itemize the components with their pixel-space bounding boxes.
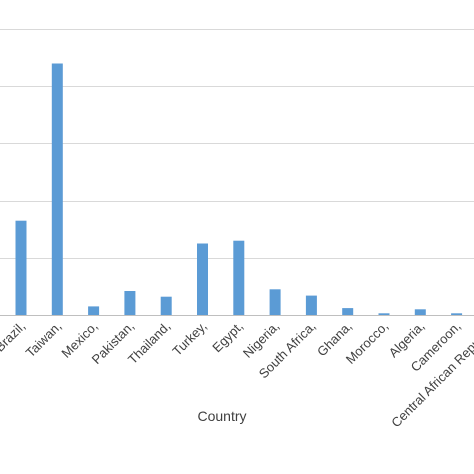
bar [88, 306, 100, 315]
bar [414, 309, 426, 315]
bars [15, 63, 463, 315]
bar [15, 220, 27, 315]
x-tick-label: Turkey, [169, 319, 209, 359]
x-tick-label: Taiwan, [23, 319, 65, 361]
bar [451, 313, 463, 315]
gridlines [0, 29, 474, 259]
bar [233, 240, 245, 315]
x-axis-title: Country [197, 408, 246, 424]
bar [51, 63, 63, 315]
bar [197, 243, 208, 315]
bar [342, 308, 354, 315]
bar [124, 291, 136, 315]
bar [305, 295, 317, 315]
bar [378, 313, 390, 315]
bar [160, 296, 172, 315]
bar [269, 289, 281, 315]
